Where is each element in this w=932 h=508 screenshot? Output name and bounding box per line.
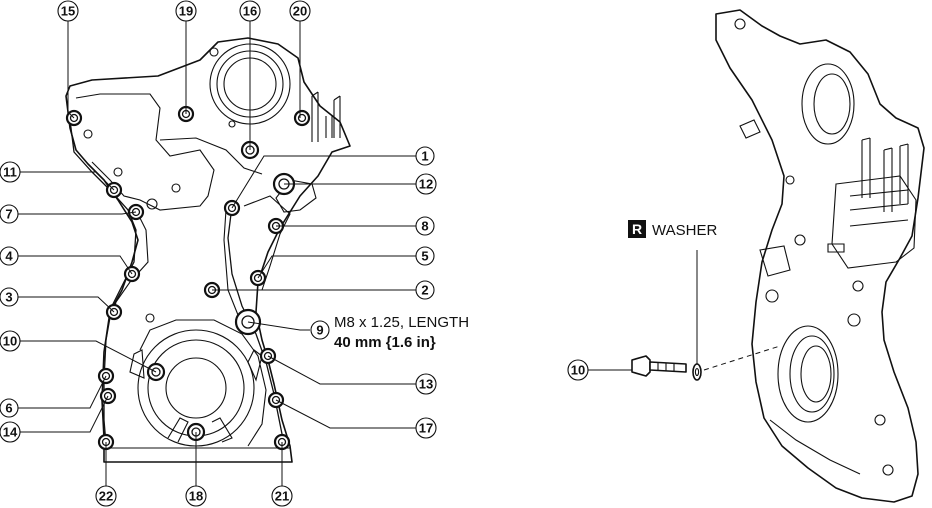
callout-6: 6 (0, 398, 19, 418)
leader-lines (18, 14, 416, 496)
callout-1: 1 (415, 146, 435, 166)
svg-text:2: 2 (421, 283, 428, 298)
callout-14: 14 (0, 421, 21, 443)
callout-9: 9 (310, 320, 330, 340)
svg-text:13: 13 (419, 377, 433, 392)
callout-2: 2 (415, 280, 435, 300)
bolt-4 (123, 265, 141, 283)
callout-5: 5 (415, 246, 435, 266)
svg-text:3: 3 (5, 290, 12, 305)
callout-20: 20 (289, 0, 311, 22)
svg-text:7: 7 (5, 207, 12, 222)
bolt-spec-line2: 40 mm {1.6 in} (334, 334, 436, 351)
replace-badge-letter: R (632, 221, 642, 237)
svg-text:18: 18 (189, 489, 203, 504)
svg-text:6: 6 (5, 401, 12, 416)
callout-19: 19 (175, 0, 197, 22)
svg-text:10: 10 (571, 363, 585, 378)
callout-15: 15 (57, 0, 79, 22)
callout-12: 12 (415, 173, 437, 195)
svg-text:15: 15 (61, 4, 75, 19)
callout-17: 17 (415, 417, 437, 439)
callout-22: 22 (95, 485, 117, 507)
svg-text:22: 22 (99, 489, 113, 504)
callout-4: 4 (0, 246, 19, 266)
callout-7: 7 (0, 204, 19, 224)
callout-21: 21 (271, 485, 293, 507)
callout-right-10: 10 (567, 359, 589, 381)
bolt-20 (293, 109, 311, 127)
svg-text:4: 4 (5, 249, 13, 264)
front-cover-isometric-view (715, 9, 925, 503)
callout-3: 3 (0, 287, 19, 307)
washer-shape (692, 363, 702, 381)
bolt-spec-line1: M8 x 1.25, LENGTH (334, 314, 469, 331)
svg-text:14: 14 (3, 425, 18, 440)
callout-11: 11 (0, 161, 21, 183)
svg-text:17: 17 (419, 421, 433, 436)
bolt-10-assembly (588, 250, 781, 381)
callout-13: 13 (415, 373, 437, 395)
svg-text:12: 12 (419, 177, 433, 192)
svg-text:9: 9 (316, 323, 323, 338)
callout-18: 18 (185, 485, 207, 507)
svg-text:1: 1 (421, 149, 428, 164)
svg-text:8: 8 (421, 219, 428, 234)
washer-label: WASHER (652, 222, 717, 239)
svg-text:16: 16 (243, 4, 257, 19)
svg-text:21: 21 (275, 489, 289, 504)
svg-text:5: 5 (421, 249, 428, 264)
callout-8: 8 (415, 216, 435, 236)
callout-10: 10 (0, 330, 21, 352)
callout-16: 16 (239, 0, 261, 22)
svg-text:10: 10 (3, 334, 17, 349)
svg-text:11: 11 (3, 165, 17, 180)
svg-text:19: 19 (179, 4, 193, 19)
svg-text:20: 20 (293, 4, 307, 19)
replace-badge (628, 220, 646, 238)
